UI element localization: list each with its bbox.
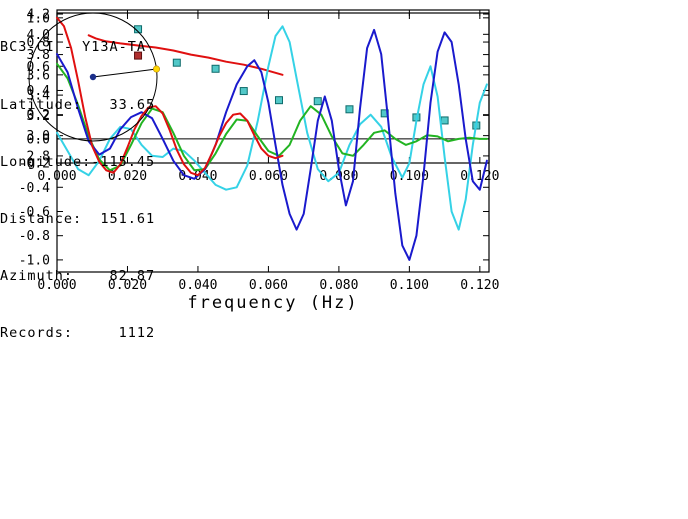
info-row-distance: Distance: 151.61 bbox=[0, 210, 155, 229]
y-tick-label: -0.4 bbox=[19, 181, 50, 196]
marker-group-velocity-measurements bbox=[172, 58, 181, 67]
marker-group-velocity-measurements bbox=[134, 25, 143, 34]
info-label-distance: Distance: bbox=[0, 211, 83, 227]
y-tick-label: -0.8 bbox=[19, 229, 50, 244]
y-tick-label: 3.4 bbox=[27, 89, 51, 104]
y-tick-label: 0.4 bbox=[27, 84, 51, 99]
marker-selected-measurement bbox=[134, 51, 143, 60]
x-tick-label: 0.080 bbox=[319, 278, 358, 293]
info-value-longitude: -115.45 bbox=[91, 154, 156, 170]
x-tick-label: 0.040 bbox=[178, 278, 217, 293]
y-tick-label: 1.0 bbox=[27, 11, 50, 26]
info-label-longitude: Longitude: bbox=[0, 154, 92, 170]
info-row-azimuth: Azimuth: 82.87 bbox=[0, 267, 155, 286]
y-tick-label: 0.0 bbox=[27, 132, 50, 147]
info-value-azimuth: 82.87 bbox=[109, 268, 156, 284]
azimuth-circle-chart bbox=[28, 12, 161, 142]
y-tick-label: -1.0 bbox=[19, 253, 50, 268]
marker-group-velocity-measurements bbox=[313, 97, 322, 106]
station-info-panel: BC3-CI - Y13A-TA Latitude: 33.65 Longitu… bbox=[0, 0, 155, 381]
marker-group-velocity-measurements bbox=[211, 64, 220, 73]
x-tick-label: 0.060 bbox=[249, 278, 288, 293]
y-tick-label: -0.2 bbox=[19, 157, 50, 172]
info-value-records: 1112 bbox=[118, 325, 156, 341]
y-tick-label: 0.2 bbox=[27, 108, 50, 123]
y-tick-label: 4.2 bbox=[27, 8, 50, 23]
series-trace-cyan bbox=[56, 25, 488, 231]
y-tick-label: -0.6 bbox=[19, 205, 50, 220]
y-tick-label: 0.6 bbox=[27, 60, 50, 75]
x-tick-label: 0.020 bbox=[108, 278, 147, 293]
info-value-latitude: 33.65 bbox=[109, 97, 156, 113]
azimuth-line bbox=[92, 68, 157, 78]
x-axis-label: frequency (Hz) bbox=[187, 293, 358, 313]
y-tick-label: 3.6 bbox=[27, 68, 50, 83]
info-row-latitude: Latitude: 33.65 bbox=[0, 96, 155, 115]
info-label-azimuth: Azimuth: bbox=[0, 268, 74, 284]
plot-frame bbox=[56, 12, 490, 273]
center-dot bbox=[89, 73, 97, 81]
info-label-records: Records: bbox=[0, 325, 74, 341]
marker-group-velocity-measurements bbox=[239, 87, 248, 96]
x-tick-label: 0.100 bbox=[390, 278, 429, 293]
x-tick-label: 0.120 bbox=[460, 278, 499, 293]
info-label-latitude: Latitude: bbox=[0, 97, 83, 113]
y-tick-label: 3.8 bbox=[27, 48, 50, 63]
y-tick-label: 4.0 bbox=[27, 28, 50, 43]
x-tick-label: 0.060 bbox=[249, 169, 288, 184]
x-tick-label: 0.020 bbox=[108, 169, 147, 184]
marker-group-velocity-measurements bbox=[274, 96, 283, 105]
azimuth-marker-dot bbox=[153, 65, 161, 73]
waveform-chart: 0.000 0.020 0.040 0.060 0.080 0.100 0.120 -1.0 -… bbox=[19, 11, 500, 313]
info-row-records: Records: 1112 bbox=[0, 324, 155, 343]
station-pair-label: BC3-CI - Y13A-TA bbox=[0, 39, 147, 55]
marker-group-velocity-measurements bbox=[345, 105, 354, 114]
info-row-longitude: Longitude: -115.45 bbox=[0, 153, 155, 172]
info-value-distance: 151.61 bbox=[100, 211, 156, 227]
series-trace-green bbox=[56, 62, 488, 172]
dispersion-chart: 0.000 0.020 0.040 0.060 0.080 0.100 0.1202.83.… bbox=[27, 8, 500, 184]
y-tick-label: 3.0 bbox=[27, 129, 50, 144]
azimuth-circle bbox=[28, 12, 158, 142]
series-trace-dark-blue bbox=[56, 28, 488, 261]
x-tick-label: 0.000 bbox=[37, 278, 76, 293]
y-tick-label: 2.8 bbox=[27, 149, 50, 164]
series-trace-red bbox=[56, 16, 284, 177]
y-tick-label: 3.2 bbox=[27, 109, 50, 124]
